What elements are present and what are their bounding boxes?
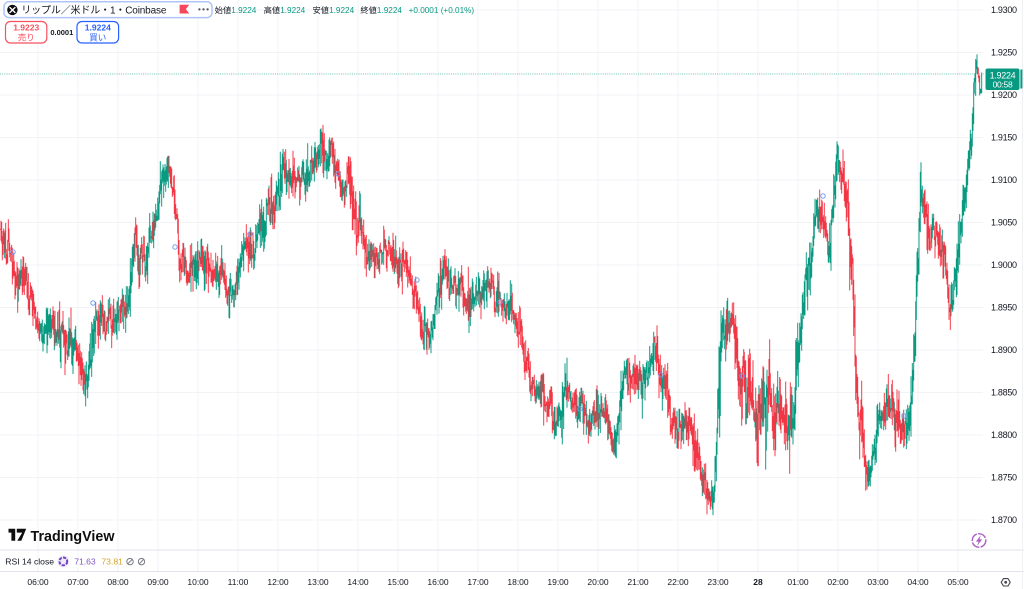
svg-text:15:00: 15:00 <box>387 577 409 587</box>
svg-text:21:00: 21:00 <box>627 577 649 587</box>
svg-text:1.9300: 1.9300 <box>991 5 1017 15</box>
svg-text:1.9150: 1.9150 <box>991 133 1017 143</box>
svg-text:02:00: 02:00 <box>827 577 849 587</box>
svg-text:1.9250: 1.9250 <box>991 48 1017 58</box>
svg-text:19:00: 19:00 <box>547 577 569 587</box>
svg-text:04:00: 04:00 <box>907 577 929 587</box>
svg-text:TradingView: TradingView <box>31 529 116 545</box>
svg-text:20:00: 20:00 <box>587 577 609 587</box>
svg-text:買い: 買い <box>89 32 106 42</box>
svg-text:13:00: 13:00 <box>307 577 329 587</box>
svg-text:00:58: 00:58 <box>993 80 1013 90</box>
svg-text:06:00: 06:00 <box>27 577 49 587</box>
svg-text:1.9000: 1.9000 <box>991 260 1017 270</box>
svg-text:0.0001: 0.0001 <box>50 28 73 37</box>
svg-text:28: 28 <box>753 577 763 587</box>
svg-text:05:00: 05:00 <box>947 577 969 587</box>
svg-text:17:00: 17:00 <box>467 577 489 587</box>
svg-text:71.63: 71.63 <box>74 557 96 567</box>
svg-text:03:00: 03:00 <box>867 577 889 587</box>
svg-text:1.9224: 1.9224 <box>990 71 1016 81</box>
svg-text:07:00: 07:00 <box>67 577 89 587</box>
svg-text:1.8850: 1.8850 <box>991 388 1017 398</box>
svg-text:18:00: 18:00 <box>507 577 529 587</box>
svg-text:11:00: 11:00 <box>228 577 249 587</box>
svg-text:1.9050: 1.9050 <box>991 218 1017 228</box>
svg-text:09:00: 09:00 <box>147 577 169 587</box>
svg-text:1.9224: 1.9224 <box>85 23 111 33</box>
svg-text:10:00: 10:00 <box>187 577 209 587</box>
svg-text:1.8750: 1.8750 <box>991 473 1017 483</box>
svg-text:RSI 14 close: RSI 14 close <box>5 557 54 567</box>
svg-text:01:00: 01:00 <box>787 577 809 587</box>
svg-text:16:00: 16:00 <box>427 577 449 587</box>
svg-text:73.81: 73.81 <box>101 557 123 567</box>
svg-text:08:00: 08:00 <box>107 577 129 587</box>
svg-text:売り: 売り <box>18 32 35 42</box>
svg-text:22:00: 22:00 <box>667 577 689 587</box>
svg-text:リップル／米ドル・1・Coinbase: リップル／米ドル・1・Coinbase <box>21 4 167 17</box>
svg-text:1.9200: 1.9200 <box>991 90 1017 100</box>
svg-text:14:00: 14:00 <box>347 577 369 587</box>
svg-text:23:00: 23:00 <box>707 577 729 587</box>
svg-text:1.8900: 1.8900 <box>991 345 1017 355</box>
svg-text:1.9100: 1.9100 <box>991 175 1017 185</box>
svg-text:1.9223: 1.9223 <box>13 23 39 33</box>
svg-text:1.8700: 1.8700 <box>991 515 1017 525</box>
svg-text:1.8800: 1.8800 <box>991 430 1017 440</box>
svg-text:12:00: 12:00 <box>267 577 289 587</box>
svg-text:1.8950: 1.8950 <box>991 303 1017 313</box>
